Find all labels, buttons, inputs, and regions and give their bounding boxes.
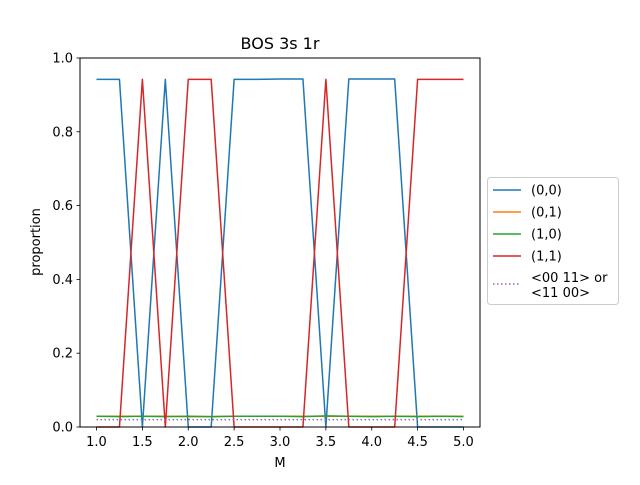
legend-label-4: <11 00> <box>531 286 590 301</box>
legend-label-3: (1,1) <box>531 250 562 265</box>
y-tick-label: 0.0 <box>52 421 73 436</box>
y-tick-label: 0.2 <box>52 347 73 362</box>
x-tick-label: 4.5 <box>407 435 428 450</box>
x-tick-label: 5.0 <box>453 435 474 450</box>
y-tick-label: 0.6 <box>52 199 73 214</box>
chart-title: BOS 3s 1r <box>241 34 320 53</box>
x-tick-label: 3.0 <box>270 435 291 450</box>
x-tick-label: 2.5 <box>224 435 245 450</box>
x-tick-label: 2.0 <box>178 435 199 450</box>
x-tick-label: 4.0 <box>361 435 382 450</box>
legend-label-4: <00 11> or <box>531 271 608 286</box>
legend: (0,0) (0,1) (1,0) (1,1) <00 11> or<11 00> <box>488 178 619 305</box>
x-axis-label: M <box>274 456 285 471</box>
series-line-2 <box>97 416 464 417</box>
legend-label-2: (1,0) <box>531 228 562 243</box>
x-tick-label: 1.0 <box>86 435 107 450</box>
x-tick-label: 3.5 <box>316 435 337 450</box>
legend-label-1: (0,1) <box>531 206 562 221</box>
y-tick-label: 0.8 <box>52 125 73 140</box>
legend-label-0: (0,0) <box>531 184 562 199</box>
x-tick-label: 1.5 <box>132 435 153 450</box>
y-axis-label: proportion <box>29 208 44 276</box>
y-tick-label: 1.0 <box>52 52 73 67</box>
y-tick-label: 0.4 <box>52 273 73 288</box>
